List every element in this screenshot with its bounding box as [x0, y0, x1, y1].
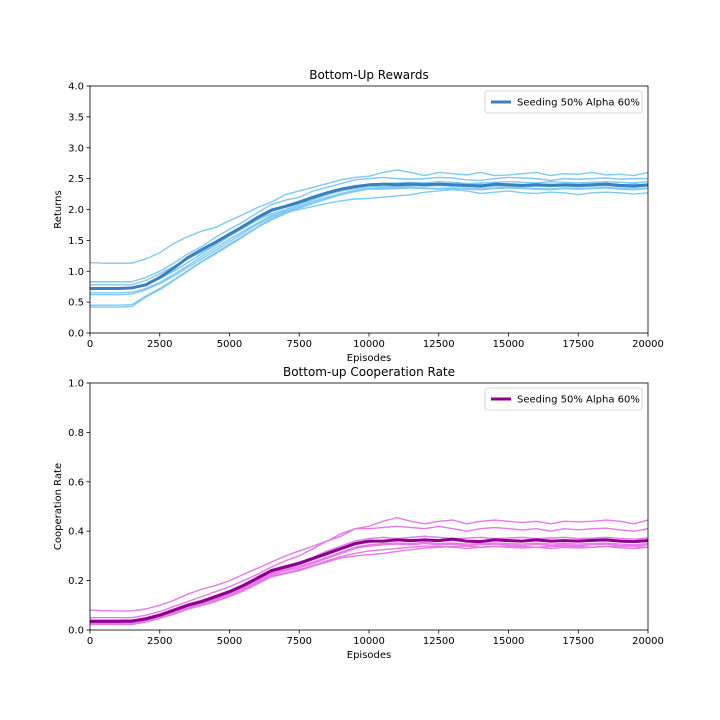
- run-line-2: [90, 525, 648, 619]
- rewards-chart: 0 2500 5000 7500 10000 12500 15000 17500 20000 0.…: [53, 68, 664, 364]
- plot-lines: [90, 516, 648, 626]
- x-axis-label: Episodes: [347, 650, 391, 661]
- x-tick-label: 7500: [287, 339, 312, 350]
- plot-lines: [90, 169, 648, 308]
- x-tick-label: 5000: [217, 636, 242, 647]
- run-line-1: [90, 516, 648, 612]
- legend: Seeding 50% Alpha 60%: [484, 90, 643, 114]
- x-tick-label: 5000: [217, 339, 242, 350]
- y-tick-label: 1.0: [68, 379, 84, 390]
- run-line-1: [90, 169, 648, 264]
- y-tick-label: 3.5: [68, 112, 84, 123]
- cooperation-rate-chart: 0 2500 5000 7500 10000 12500 15000 17500 20000 0.…: [53, 365, 664, 661]
- y-tick-label: 0.5: [68, 298, 84, 309]
- x-tick-label: 20000: [632, 636, 664, 647]
- y-tick-label: 0.0: [68, 626, 84, 637]
- y-tick-label: 0.0: [68, 329, 84, 340]
- chart-title: Bottom-Up Rewards: [309, 68, 429, 82]
- x-tick-label: 10000: [353, 339, 385, 350]
- legend-box: [484, 387, 643, 411]
- x-tick-label: 0: [87, 339, 93, 350]
- y-tick-label: 1.0: [68, 267, 84, 278]
- y-tick-label: 0.8: [68, 428, 84, 439]
- y-tick-label: 0.4: [68, 527, 84, 538]
- y-tick-label: 0.2: [68, 576, 84, 587]
- x-tick-label: 12500: [423, 339, 455, 350]
- y-tick-label: 3.0: [68, 143, 84, 154]
- y-tick-label: 2.5: [68, 174, 84, 185]
- x-tick-label: 17500: [562, 339, 594, 350]
- x-axis-label: Episodes: [347, 353, 391, 364]
- legend: Seeding 50% Alpha 60%: [484, 387, 643, 411]
- y-tick-label: 1.5: [68, 236, 84, 247]
- legend-label: Seeding 50% Alpha 60%: [517, 395, 640, 406]
- x-tick-label: 17500: [562, 636, 594, 647]
- run-line-8: [90, 545, 648, 626]
- y-tick-label: 0.6: [68, 477, 84, 488]
- mean-line: [90, 537, 648, 623]
- mean-line: [90, 182, 648, 291]
- x-tick-label: 12500: [423, 636, 455, 647]
- y-tick-label: 2.0: [68, 205, 84, 216]
- x-tick-label: 15000: [493, 636, 525, 647]
- x-tick-label: 2500: [147, 339, 172, 350]
- x-tick-label: 0: [87, 636, 93, 647]
- y-axis-label: Returns: [53, 190, 64, 228]
- x-tick-label: 7500: [287, 636, 312, 647]
- legend-label: Seeding 50% Alpha 60%: [517, 98, 640, 109]
- run-line-2: [90, 176, 648, 283]
- y-axis-label: Cooperation Rate: [53, 463, 64, 550]
- x-tick-label: 20000: [632, 339, 664, 350]
- x-tick-label: 2500: [147, 636, 172, 647]
- x-tick-label: 10000: [353, 636, 385, 647]
- legend-box: [484, 90, 643, 114]
- chart-title: Bottom-up Cooperation Rate: [283, 365, 455, 379]
- y-tick-label: 4.0: [68, 82, 84, 93]
- x-tick-label: 15000: [493, 339, 525, 350]
